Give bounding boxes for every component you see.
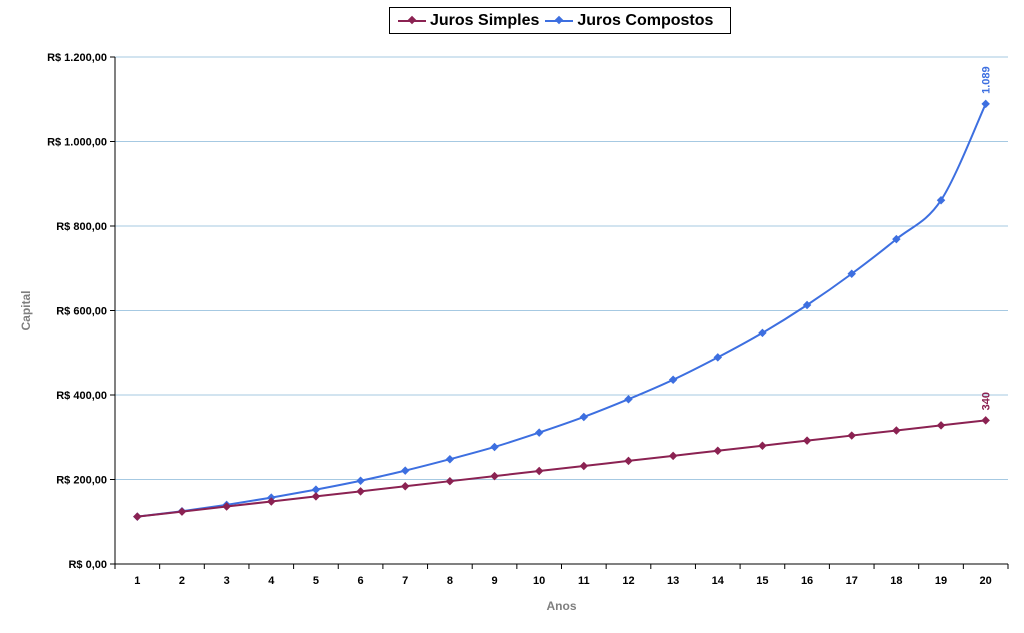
legend-item-juros-compostos: Juros Compostos: [545, 12, 713, 30]
x-tick-label: 13: [667, 575, 679, 587]
data-point-juros-simples: [311, 492, 321, 501]
data-point-juros-compostos: [624, 394, 633, 404]
axes: R$ 0,00 R$ 200,00 R$ 400,00 R$ 600,00 R$ 800…: [47, 52, 1009, 587]
legend-label: Juros Simples: [430, 11, 540, 29]
data-point-juros-simples: [445, 476, 455, 486]
legend-label: Juros Compostos: [577, 11, 714, 29]
data-point-juros-compostos: [713, 353, 723, 362]
x-tick-label: 1: [134, 575, 140, 587]
x-tick-label: 10: [533, 575, 545, 587]
data-point-juros-compostos: [847, 269, 856, 278]
x-tick-label: 19: [935, 575, 947, 587]
legend-marker-icon: [407, 15, 417, 24]
x-tick-label: 4: [268, 575, 275, 587]
data-point-juros-compostos: [579, 412, 589, 422]
series-lines: 1.089 340: [133, 66, 993, 521]
x-tick-label: 5: [313, 575, 319, 587]
x-tick-label: 2: [179, 575, 185, 587]
data-point-juros-simples: [222, 502, 231, 511]
data-point-juros-compostos: [445, 454, 455, 464]
data-point-juros-simples: [400, 482, 410, 491]
x-axis-title: Anos: [547, 599, 577, 613]
x-tick-label: 20: [980, 575, 992, 587]
y-tick-label: R$ 800,00: [56, 221, 107, 233]
y-tick-label: R$ 600,00: [56, 306, 107, 318]
data-point-juros-compostos: [400, 466, 410, 475]
data-point-juros-simples: [668, 451, 678, 461]
data-point-juros-compostos: [311, 485, 321, 494]
data-point-juros-simples: [847, 431, 856, 440]
data-point-juros-compostos: [758, 328, 767, 338]
legend: Juros Simples Juros Compostos: [389, 7, 731, 34]
x-tick-label: 11: [578, 575, 590, 587]
data-point-juros-simples: [490, 471, 499, 481]
data-point-juros-compostos: [490, 442, 499, 452]
data-point-juros-simples: [177, 507, 187, 516]
data-point-juros-simples: [981, 416, 990, 425]
data-point-juros-simples: [892, 426, 901, 435]
data-point-juros-compostos: [534, 428, 544, 437]
x-tick-label: 8: [447, 575, 453, 587]
x-tick-label: 18: [890, 575, 902, 587]
data-point-juros-simples: [713, 446, 723, 456]
data-point-juros-simples: [936, 421, 946, 430]
data-label-juros-compostos: 1.089: [981, 66, 993, 94]
data-label-juros-simples: 340: [981, 392, 993, 410]
x-tick-label: 17: [846, 575, 858, 587]
x-tick-label: 14: [712, 575, 725, 587]
legend-swatch-juros-simples: [398, 15, 426, 24]
data-point-juros-simples: [267, 497, 276, 506]
data-point-juros-compostos: [356, 476, 365, 486]
data-point-juros-compostos: [668, 375, 678, 385]
x-tick-label: 15: [756, 575, 768, 587]
data-point-juros-simples: [534, 466, 544, 476]
x-tick-label: 9: [491, 575, 497, 587]
y-tick-label: R$ 1.200,00: [47, 52, 107, 64]
y-tick-label: R$ 0,00: [68, 559, 107, 571]
legend-item-juros-simples: Juros Simples: [398, 12, 539, 30]
x-tick-label: 3: [224, 575, 230, 587]
data-point-juros-simples: [356, 487, 365, 496]
legend-swatch-juros-compostos: [545, 15, 574, 24]
data-point-juros-simples: [624, 456, 633, 466]
x-tick-label: 6: [358, 575, 364, 587]
data-point-juros-compostos: [981, 99, 990, 109]
legend-marker-icon: [555, 15, 564, 24]
x-tick-label: 12: [622, 575, 634, 587]
grid-lines: [115, 56, 1008, 480]
data-point-juros-simples: [802, 436, 812, 445]
series-line-juros-simples: [137, 419, 986, 518]
data-point-juros-simples: [579, 461, 589, 471]
data-point-juros-simples: [133, 512, 142, 521]
x-tick-label: 16: [801, 575, 813, 587]
data-point-juros-compostos: [802, 300, 812, 310]
y-tick-label: R$ 400,00: [56, 390, 107, 402]
y-tick-label: R$ 200,00: [56, 475, 107, 487]
y-axis-title: Capital: [19, 290, 33, 330]
data-point-juros-simples: [758, 441, 767, 450]
x-tick-label: 7: [402, 575, 408, 587]
y-tick-label: R$ 1.000,00: [47, 137, 107, 149]
